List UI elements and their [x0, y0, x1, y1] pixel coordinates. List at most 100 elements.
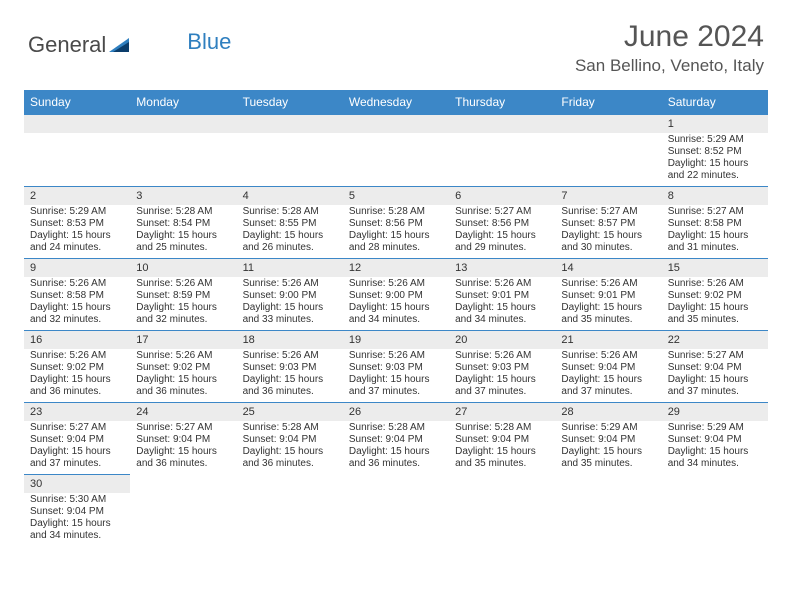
daylight-text-1: Daylight: 15 hours — [668, 158, 762, 170]
day-detail-cell — [662, 493, 768, 547]
daylight-text-2: and 37 minutes. — [668, 386, 762, 398]
sunrise-text: Sunrise: 5:30 AM — [30, 494, 124, 506]
daylight-text-2: and 34 minutes. — [455, 314, 549, 326]
sunset-text: Sunset: 9:02 PM — [30, 362, 124, 374]
day-detail-cell — [130, 133, 236, 187]
day-detail-cell: Sunrise: 5:26 AMSunset: 9:00 PMDaylight:… — [343, 277, 449, 331]
day-detail-cell — [555, 493, 661, 547]
daylight-text-2: and 36 minutes. — [243, 386, 337, 398]
daylight-text-1: Daylight: 15 hours — [561, 374, 655, 386]
day-detail-cell — [237, 493, 343, 547]
day-header: Wednesday — [343, 90, 449, 115]
sunrise-text: Sunrise: 5:26 AM — [455, 278, 549, 290]
daylight-text-1: Daylight: 15 hours — [455, 446, 549, 458]
sunrise-text: Sunrise: 5:26 AM — [30, 278, 124, 290]
daylight-text-2: and 37 minutes. — [561, 386, 655, 398]
day-detail-cell — [555, 133, 661, 187]
detail-row: Sunrise: 5:27 AMSunset: 9:04 PMDaylight:… — [24, 421, 768, 475]
daylight-text-2: and 36 minutes. — [349, 458, 443, 470]
daylight-text-2: and 30 minutes. — [561, 242, 655, 254]
day-number-cell — [343, 115, 449, 133]
sunset-text: Sunset: 9:03 PM — [455, 362, 549, 374]
detail-row: Sunrise: 5:30 AMSunset: 9:04 PMDaylight:… — [24, 493, 768, 547]
day-detail-cell — [130, 493, 236, 547]
day-detail-cell — [449, 493, 555, 547]
day-detail-cell: Sunrise: 5:29 AMSunset: 8:52 PMDaylight:… — [662, 133, 768, 187]
day-number-cell: 22 — [662, 331, 768, 349]
day-detail-cell: Sunrise: 5:29 AMSunset: 8:53 PMDaylight:… — [24, 205, 130, 259]
day-detail-cell: Sunrise: 5:26 AMSunset: 9:02 PMDaylight:… — [130, 349, 236, 403]
daylight-text-1: Daylight: 15 hours — [349, 374, 443, 386]
day-number-cell: 6 — [449, 187, 555, 205]
logo-triangle-icon — [109, 32, 133, 58]
day-number-cell: 13 — [449, 259, 555, 277]
daylight-text-2: and 36 minutes. — [30, 386, 124, 398]
sunset-text: Sunset: 9:04 PM — [349, 434, 443, 446]
daylight-text-2: and 35 minutes. — [561, 458, 655, 470]
day-detail-cell: Sunrise: 5:27 AMSunset: 9:04 PMDaylight:… — [130, 421, 236, 475]
daylight-text-1: Daylight: 15 hours — [243, 302, 337, 314]
daylight-text-2: and 34 minutes. — [668, 458, 762, 470]
day-detail-cell: Sunrise: 5:27 AMSunset: 9:04 PMDaylight:… — [24, 421, 130, 475]
daylight-text-1: Daylight: 15 hours — [30, 230, 124, 242]
day-number-cell — [449, 475, 555, 493]
daylight-text-1: Daylight: 15 hours — [668, 230, 762, 242]
daylight-text-1: Daylight: 15 hours — [455, 374, 549, 386]
day-detail-cell: Sunrise: 5:26 AMSunset: 9:02 PMDaylight:… — [662, 277, 768, 331]
sunrise-text: Sunrise: 5:26 AM — [349, 350, 443, 362]
sunrise-text: Sunrise: 5:27 AM — [561, 206, 655, 218]
day-detail-cell — [237, 133, 343, 187]
daylight-text-2: and 26 minutes. — [243, 242, 337, 254]
day-detail-cell: Sunrise: 5:29 AMSunset: 9:04 PMDaylight:… — [662, 421, 768, 475]
sunrise-text: Sunrise: 5:27 AM — [668, 350, 762, 362]
day-number-cell: 20 — [449, 331, 555, 349]
day-number-cell — [130, 475, 236, 493]
day-number-cell: 7 — [555, 187, 661, 205]
daylight-text-1: Daylight: 15 hours — [349, 230, 443, 242]
sunrise-text: Sunrise: 5:29 AM — [561, 422, 655, 434]
day-number-cell: 4 — [237, 187, 343, 205]
day-number-cell: 16 — [24, 331, 130, 349]
daynum-row: 1 — [24, 115, 768, 133]
logo-text-general: General — [28, 32, 106, 58]
day-detail-cell: Sunrise: 5:27 AMSunset: 8:56 PMDaylight:… — [449, 205, 555, 259]
sunset-text: Sunset: 8:53 PM — [30, 218, 124, 230]
day-detail-cell: Sunrise: 5:30 AMSunset: 9:04 PMDaylight:… — [24, 493, 130, 547]
day-detail-cell — [343, 493, 449, 547]
day-number-cell: 3 — [130, 187, 236, 205]
day-number-cell: 5 — [343, 187, 449, 205]
day-number-cell: 9 — [24, 259, 130, 277]
sunset-text: Sunset: 9:01 PM — [561, 290, 655, 302]
day-detail-cell: Sunrise: 5:26 AMSunset: 9:01 PMDaylight:… — [555, 277, 661, 331]
sunrise-text: Sunrise: 5:28 AM — [136, 206, 230, 218]
daylight-text-1: Daylight: 15 hours — [668, 374, 762, 386]
daylight-text-2: and 32 minutes. — [30, 314, 124, 326]
daylight-text-1: Daylight: 15 hours — [136, 230, 230, 242]
sunset-text: Sunset: 9:01 PM — [455, 290, 549, 302]
day-header: Monday — [130, 90, 236, 115]
day-detail-cell — [343, 133, 449, 187]
daylight-text-2: and 36 minutes. — [243, 458, 337, 470]
daylight-text-2: and 22 minutes. — [668, 170, 762, 182]
daylight-text-2: and 24 minutes. — [30, 242, 124, 254]
sunset-text: Sunset: 9:04 PM — [561, 434, 655, 446]
day-detail-cell: Sunrise: 5:27 AMSunset: 8:58 PMDaylight:… — [662, 205, 768, 259]
day-header: Friday — [555, 90, 661, 115]
day-number-cell: 17 — [130, 331, 236, 349]
daylight-text-2: and 37 minutes. — [455, 386, 549, 398]
daylight-text-2: and 32 minutes. — [136, 314, 230, 326]
sunset-text: Sunset: 9:04 PM — [455, 434, 549, 446]
day-number-cell — [24, 115, 130, 133]
daylight-text-2: and 28 minutes. — [349, 242, 443, 254]
day-detail-cell — [24, 133, 130, 187]
sunrise-text: Sunrise: 5:27 AM — [30, 422, 124, 434]
sunset-text: Sunset: 8:57 PM — [561, 218, 655, 230]
sunset-text: Sunset: 9:03 PM — [243, 362, 337, 374]
day-number-cell — [237, 475, 343, 493]
day-detail-cell: Sunrise: 5:27 AMSunset: 9:04 PMDaylight:… — [662, 349, 768, 403]
day-number-cell — [237, 115, 343, 133]
day-number-cell: 27 — [449, 403, 555, 421]
sunset-text: Sunset: 9:00 PM — [243, 290, 337, 302]
day-detail-cell: Sunrise: 5:28 AMSunset: 9:04 PMDaylight:… — [343, 421, 449, 475]
sunset-text: Sunset: 9:00 PM — [349, 290, 443, 302]
